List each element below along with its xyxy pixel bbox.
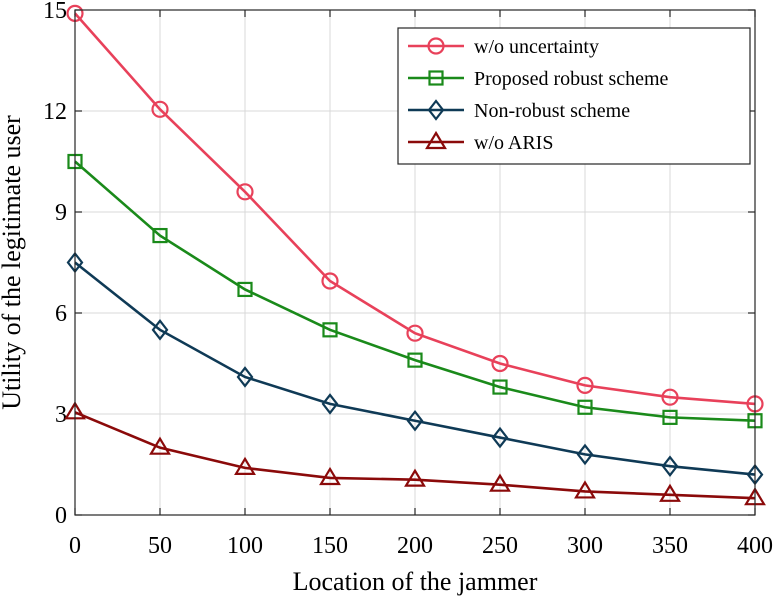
data-point (236, 183, 254, 201)
data-point (152, 227, 168, 244)
data-point (659, 483, 681, 502)
data-point (237, 281, 253, 298)
data-point (151, 100, 169, 118)
data-point (491, 354, 509, 373)
data-point (407, 352, 423, 368)
data-point (661, 455, 679, 477)
data-point (491, 426, 509, 449)
y-tick-label: 6 (55, 301, 67, 327)
legend: w/o uncertainty Proposed robust scheme Non… (397, 27, 751, 165)
data-point (574, 480, 596, 499)
legend-entry: w/o ARIS (408, 130, 553, 154)
data-point (661, 388, 679, 406)
data-point (151, 319, 169, 341)
data-point (489, 473, 511, 492)
legend-marker (427, 37, 445, 55)
data-point (576, 443, 594, 466)
series-line (74, 12, 756, 406)
data-point (319, 466, 341, 486)
y-axis-title: Utility of the legitimate user (0, 115, 26, 410)
data-point (662, 409, 678, 425)
series-line (74, 261, 756, 476)
x-tick-label: 300 (567, 533, 603, 559)
y-tick-label: 15 (43, 0, 67, 24)
data-point (149, 436, 171, 455)
legend-entry: w/o uncertainty (408, 36, 599, 58)
y-tick-label: 0 (55, 503, 67, 529)
x-axis-title: Location of the jammer (293, 567, 538, 596)
plot-frame (74, 9, 756, 516)
x-tick-label: 250 (482, 533, 518, 559)
legend-marker (427, 99, 445, 121)
data-point (404, 468, 426, 487)
legend-entry: Proposed robust scheme (408, 68, 669, 90)
x-tick-label: 100 (227, 533, 263, 559)
data-point (321, 272, 339, 290)
x-tick-label: 350 (652, 533, 688, 559)
data-point (577, 399, 593, 415)
legend-marker (425, 130, 447, 150)
series-line (74, 160, 756, 423)
data-point (576, 376, 594, 394)
legend-label: Proposed robust scheme (474, 68, 669, 90)
series-layer (64, 4, 766, 506)
x-tick-label: 200 (397, 533, 433, 559)
legend-label: Non-robust scheme (474, 100, 630, 122)
x-tick-label: 0 (69, 533, 81, 559)
data-point (406, 324, 424, 342)
data-point (234, 456, 256, 475)
x-tick-label: 150 (312, 533, 348, 559)
tick-labels: 0 50 100 150 200 250 300 350 400 0 3 6 9 12 15 (43, 0, 773, 559)
data-point (322, 322, 338, 338)
data-point (492, 379, 508, 395)
y-tick-label: 9 (55, 200, 67, 226)
legend-label: w/o uncertainty (474, 36, 599, 58)
series-1 (66, 4, 764, 413)
y-tick-label: 12 (43, 99, 67, 125)
series-4 (64, 401, 766, 506)
legend-marker (428, 70, 444, 86)
legend-entry: Non-robust scheme (408, 99, 630, 122)
y-tick-label: 3 (55, 402, 67, 428)
data-point (321, 393, 339, 415)
series-line (74, 411, 756, 500)
x-tick-label: 400 (737, 533, 773, 559)
x-tick-label: 50 (148, 533, 172, 559)
data-point (406, 409, 424, 432)
data-point (236, 366, 254, 388)
legend-label: w/o ARIS (474, 132, 553, 154)
